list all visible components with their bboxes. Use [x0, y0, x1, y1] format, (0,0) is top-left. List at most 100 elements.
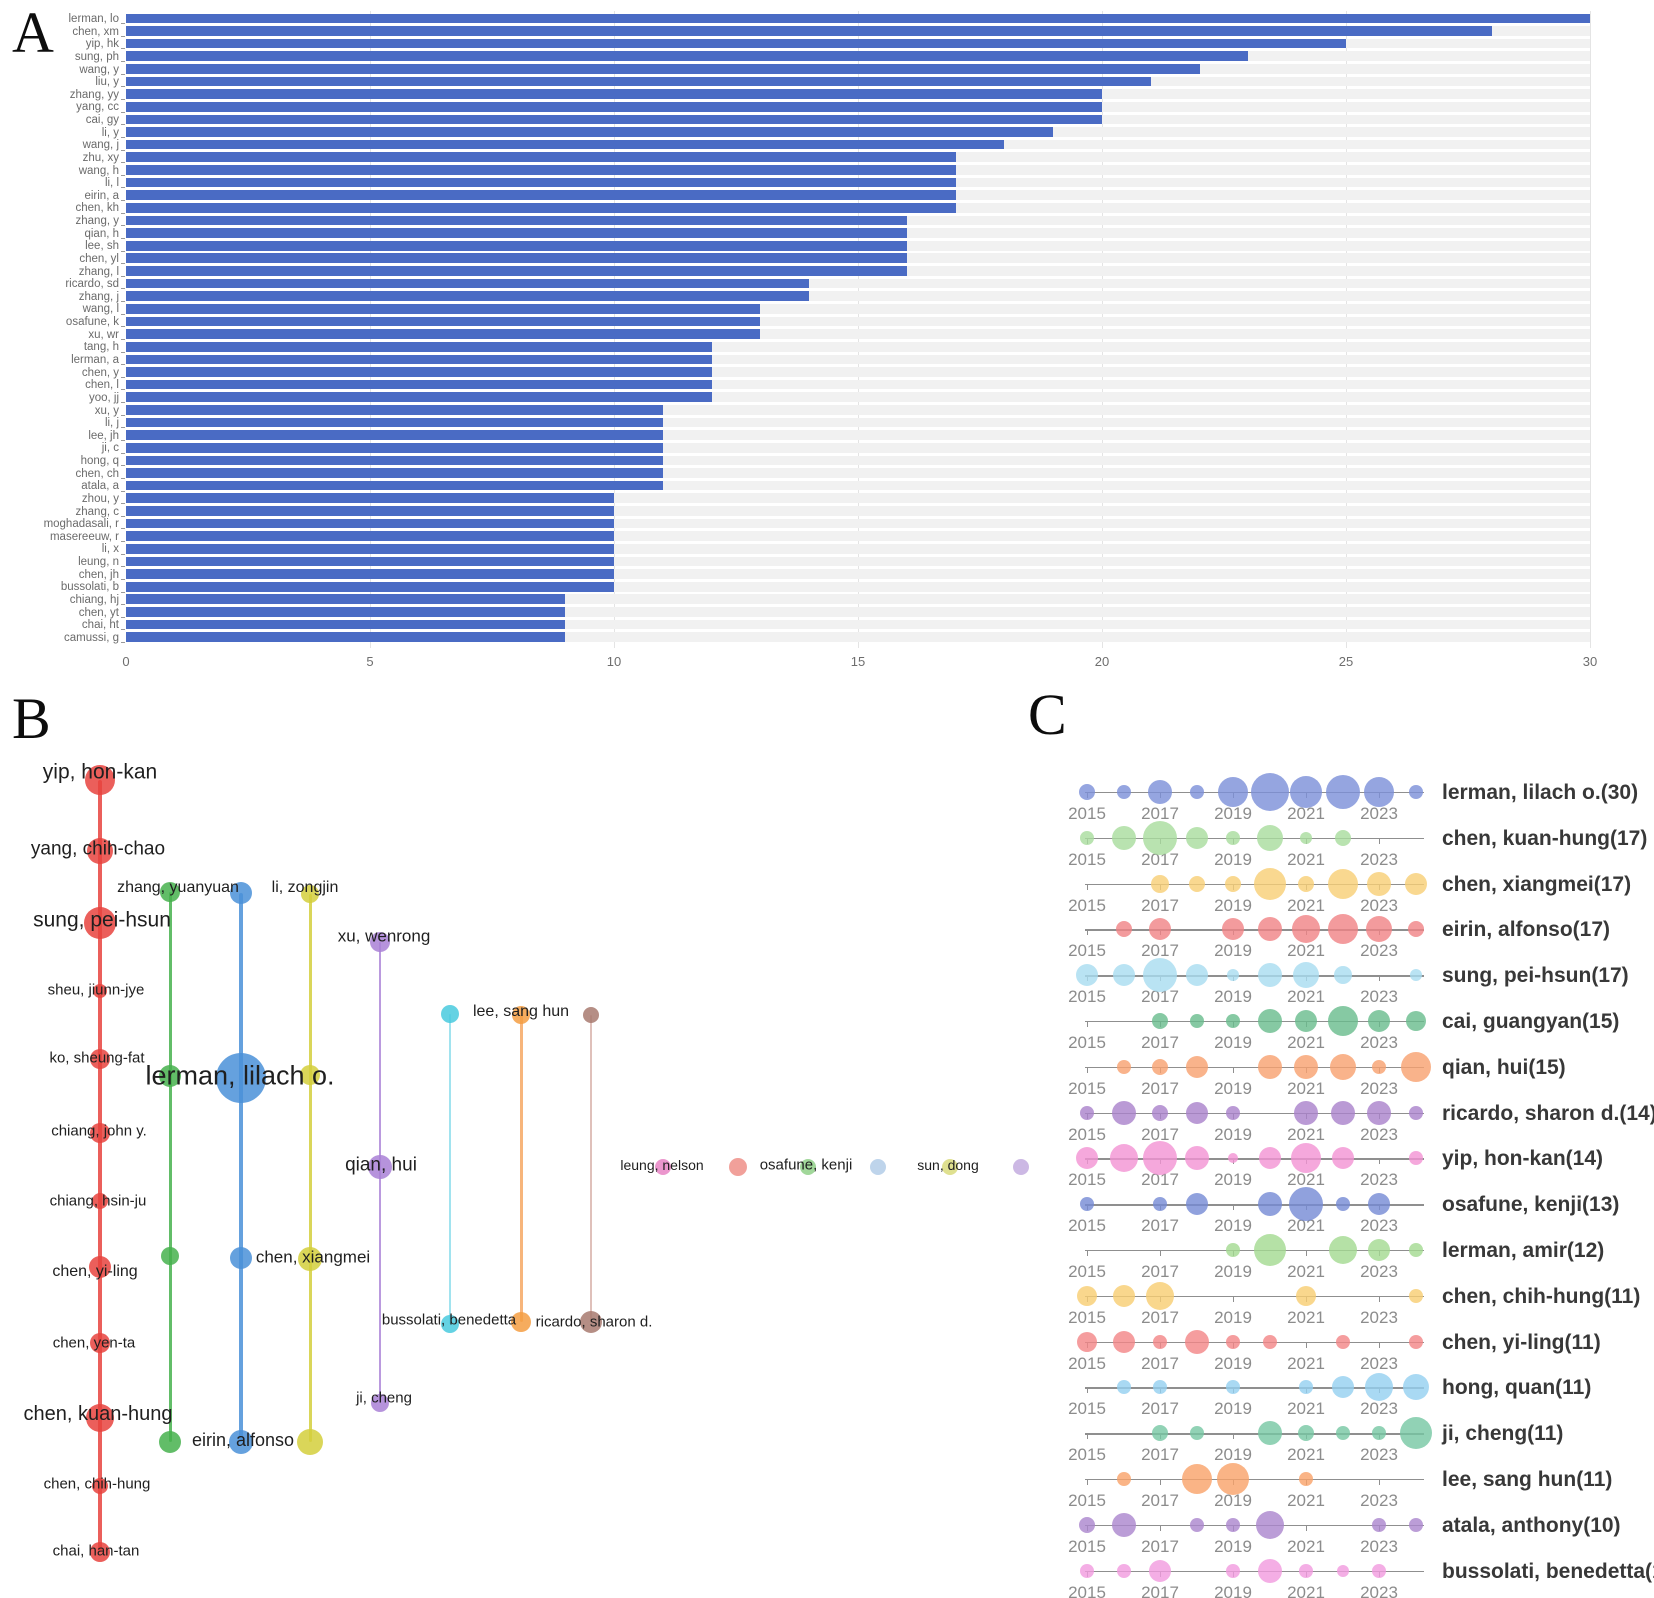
- timeline-year-label: 2017: [1141, 1353, 1179, 1373]
- author-node-label: ko, sheung-fat: [49, 1049, 145, 1067]
- y-axis-label: moghadasali, r: [43, 518, 119, 531]
- bar-track: [126, 354, 1590, 365]
- y-axis-label: osafune, k: [65, 316, 119, 329]
- year-bubble: [1076, 1147, 1098, 1170]
- author-node-label: chen, chih-hung: [43, 1475, 151, 1493]
- year-bubble: [1109, 1144, 1138, 1173]
- timeline-year-label: 2015: [1068, 1216, 1106, 1236]
- year-bubble: [1226, 830, 1240, 845]
- y-axis-tick: [121, 566, 125, 568]
- bar-track: [126, 379, 1590, 390]
- year-bubble: [1258, 1147, 1281, 1170]
- year-bubble: [1366, 916, 1392, 943]
- gridline: [1590, 11, 1591, 648]
- timeline-axis: [1085, 1112, 1424, 1114]
- timeline-year-label: 2021: [1287, 1216, 1325, 1236]
- timeline-author-label: eirin, alfonso(17): [1442, 918, 1611, 942]
- timeline-year-label: 2015: [1068, 1491, 1106, 1510]
- year-bubble: [1112, 1284, 1135, 1307]
- year-bubble: [1189, 1517, 1204, 1532]
- timeline-axis: [1085, 1295, 1424, 1298]
- author-node-label: osafune, kenji: [759, 1156, 853, 1174]
- timeline-year-label: 2015: [1068, 895, 1106, 915]
- cluster-line-red: [98, 780, 102, 1552]
- year-bubble: [1327, 1006, 1358, 1036]
- y-axis-label: chen, kh: [75, 202, 119, 215]
- bar: [126, 228, 907, 238]
- year-bubble: [1116, 1563, 1131, 1578]
- author-node-label: qian, hui: [345, 1154, 417, 1176]
- bar-track: [126, 341, 1590, 352]
- bar: [126, 101, 1102, 112]
- bar: [126, 543, 614, 554]
- y-axis-label: wang, h: [78, 164, 119, 177]
- timeline-year-label: 2017: [1141, 1216, 1179, 1236]
- timeline-year-label: 2021: [1287, 804, 1325, 823]
- author-node-label: sung, pei-hsun: [33, 908, 171, 932]
- y-axis-label: qian, h: [84, 227, 119, 240]
- timeline-year-label: 2021: [1287, 1491, 1325, 1510]
- year-bubble: [1367, 871, 1391, 896]
- timeline-tick: [1087, 1250, 1089, 1256]
- year-bubble: [1257, 1421, 1282, 1446]
- y-axis-label: leung, n: [78, 556, 119, 569]
- timeline-author-label: qian, hui(15): [1442, 1055, 1566, 1079]
- y-axis-tick: [121, 98, 125, 100]
- timeline-year-label: 2019: [1214, 1307, 1252, 1327]
- author-node: [93, 984, 107, 998]
- author-node: [300, 1065, 320, 1085]
- year-bubble: [1329, 1053, 1356, 1080]
- y-axis-label: lerman, lo: [68, 13, 120, 25]
- year-bubble: [1255, 1510, 1284, 1539]
- timeline-author-label: sung, pei-hsun(17): [1442, 964, 1629, 988]
- bar: [126, 165, 956, 175]
- year-bubble: [1299, 1563, 1313, 1578]
- bar: [126, 253, 907, 264]
- bar: [126, 38, 1346, 49]
- y-axis-tick: [121, 604, 125, 606]
- timeline-author-label: cai, guangyan(15): [1442, 1010, 1620, 1033]
- panel-b-letter: B: [12, 686, 51, 751]
- year-bubble: [1185, 826, 1208, 849]
- y-axis-label: camussi, g: [64, 631, 119, 644]
- y-axis-tick: [121, 465, 125, 467]
- y-axis-label: ricardo, sd: [65, 278, 119, 291]
- y-axis-tick: [121, 338, 125, 340]
- author-node: [512, 1006, 530, 1024]
- timeline-tick: [1160, 1524, 1162, 1531]
- y-axis-tick: [121, 313, 125, 315]
- year-bubble: [1079, 784, 1095, 800]
- year-bubble: [1402, 1374, 1429, 1401]
- bar: [126, 266, 907, 276]
- bar: [126, 594, 566, 605]
- year-bubble: [1226, 1563, 1240, 1578]
- timeline-year-label: 2021: [1287, 1170, 1325, 1190]
- bar: [126, 442, 663, 453]
- y-axis-tick: [121, 174, 125, 176]
- y-axis-tick: [121, 212, 125, 214]
- timeline-year-label: 2015: [1068, 1445, 1106, 1465]
- bar: [126, 607, 566, 617]
- author-node: [92, 1478, 108, 1494]
- year-bubble: [1227, 969, 1239, 982]
- timeline-year-label: 2023: [1360, 804, 1398, 823]
- timeline-tick: [1379, 1295, 1381, 1302]
- timeline-tick: [1087, 1021, 1089, 1027]
- x-axis-tick-label: 25: [1338, 654, 1354, 669]
- y-axis-tick: [121, 503, 125, 505]
- timeline-year-label: 2015: [1068, 1170, 1106, 1190]
- timeline-year-label: 2015: [1068, 1399, 1106, 1419]
- timeline-year-label: 2015: [1068, 1582, 1106, 1598]
- timeline-year-label: 2021: [1287, 849, 1325, 869]
- timeline-year-label: 2021: [1287, 1445, 1325, 1465]
- bar: [126, 417, 663, 428]
- timeline-axis: [1085, 1479, 1424, 1481]
- x-axis-tick-label: 15: [850, 654, 866, 669]
- year-bubble: [1298, 1425, 1314, 1442]
- y-axis-tick: [121, 364, 125, 366]
- timeline-axis: [1085, 1066, 1424, 1069]
- year-bubble: [1153, 1380, 1167, 1395]
- y-axis-tick: [121, 578, 125, 580]
- timeline-author-label: bussolati, benedetta(10): [1442, 1559, 1654, 1583]
